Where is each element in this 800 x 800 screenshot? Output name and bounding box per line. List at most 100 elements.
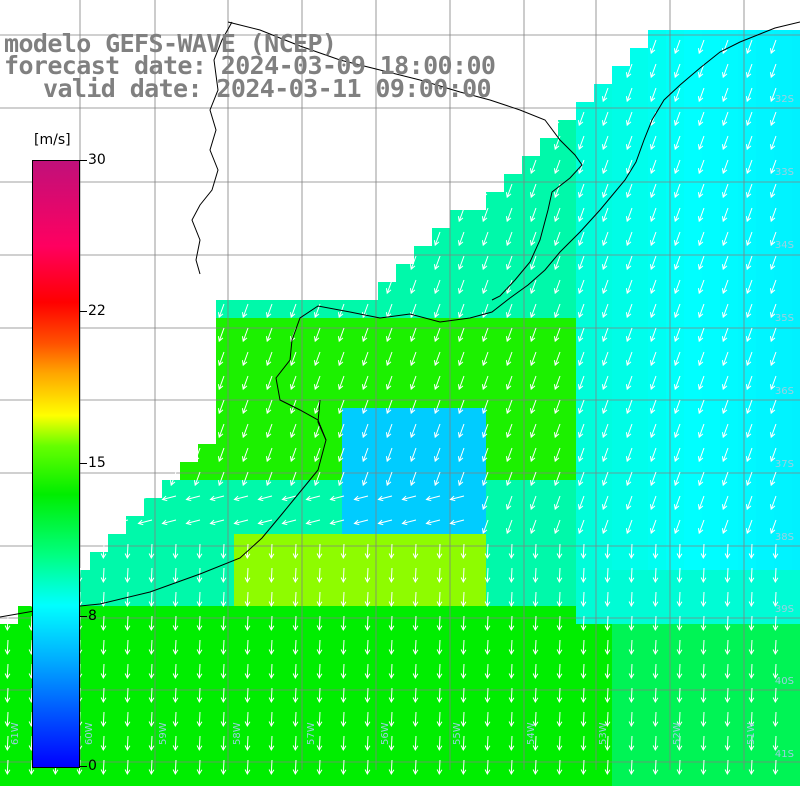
wind-speed-cell [792,480,800,498]
wind-speed-cell [342,480,360,498]
wind-speed-cell [594,678,612,696]
wind-speed-cell [612,84,630,102]
wind-arrow [745,111,753,127]
wind-speed-cell [792,750,800,768]
wind-arrow [172,615,179,632]
wind-speed-cell [774,354,792,372]
longitude-label: 59W [158,722,169,745]
wind-speed-cell [270,300,288,318]
wind-speed-cell [522,192,540,210]
wind-speed-cell [414,660,432,678]
wind-speed-cell [594,336,612,354]
wind-speed-cell [666,264,684,282]
wind-arrow [337,351,345,367]
wind-arrow [601,279,609,295]
wind-arrow [268,759,275,776]
wind-arrow [697,303,705,319]
wind-arrow [769,327,777,343]
wind-arrow [772,759,779,776]
wind-speed-cell [342,462,360,480]
wind-arrow [220,759,227,776]
wind-speed-cell [684,390,702,408]
wind-arrow [385,279,393,295]
wind-arrow [673,327,681,343]
wind-arrow [724,711,731,728]
wind-speed-cell [756,480,774,498]
wind-speed-cell [576,174,594,192]
wind-speed-cell [306,462,324,480]
wind-speed-cell [252,624,270,642]
wind-speed-cell [180,498,198,516]
wind-arrow [244,663,251,680]
wind-speed-cell [540,768,558,786]
wind-arrow [745,207,753,223]
wind-arrow [233,519,249,526]
wind-arrow [244,591,251,608]
wind-speed-cell [270,516,288,534]
wind-speed-cell [612,768,630,786]
wind-speed-cell [504,732,522,750]
wind-arrow [433,399,441,415]
wind-speed-cell [198,678,216,696]
wind-speed-cell [792,606,800,624]
wind-speed-cell [648,750,666,768]
wind-arrow [628,543,635,560]
wind-arrow [697,279,705,295]
wind-speed-cell [324,408,342,426]
wind-speed-cell [540,336,558,354]
wind-arrow [577,135,585,151]
wind-speed-cell [738,102,756,120]
wind-arrow [532,591,539,608]
wind-arrow [337,423,345,439]
wind-speed-cell [414,642,432,660]
wind-arrow [532,759,539,776]
wind-speed-cell [414,264,432,282]
wind-arrow [529,183,537,199]
wind-speed-cell [504,624,522,642]
wind-speed-cell [378,336,396,354]
wind-arrow [193,471,201,487]
wind-speed-cell [396,336,414,354]
wind-arrow [329,519,345,526]
wind-speed-cell [792,300,800,318]
wind-arrow [673,39,681,55]
wind-arrow [769,519,777,535]
wind-speed-cell [558,480,576,498]
wind-speed-cell [180,642,198,660]
wind-speed-cell [396,498,414,516]
wind-speed-cell [270,318,288,336]
wind-arrow [625,447,633,463]
wind-speed-cell [576,102,594,120]
wind-speed-cell [486,768,504,786]
wind-speed-cell [666,174,684,192]
wind-speed-cell [432,498,450,516]
wind-arrow [673,375,681,391]
wind-arrow [676,663,683,680]
wind-arrow [577,327,585,343]
wind-arrow [577,519,585,535]
wind-speed-cell [306,678,324,696]
wind-speed-cell [396,444,414,462]
wind-speed-cell [702,390,720,408]
wind-arrow [580,591,587,608]
longitude-label: 54W [526,722,537,745]
wind-speed-cell [486,552,504,570]
wind-speed-cell [684,192,702,210]
wind-speed-cell [486,642,504,660]
wind-arrow [649,39,657,55]
wind-speed-cell [558,228,576,246]
wind-speed-cell [486,390,504,408]
wind-arrow [340,615,347,632]
wind-speed-cell [756,750,774,768]
wind-speed-cell [576,750,594,768]
wind-speed-cell [216,750,234,768]
wind-speed-cell [144,768,162,786]
wind-speed-cell [576,678,594,696]
wind-arrow [377,519,393,526]
wind-arrow [137,519,153,526]
wind-arrow [425,495,441,502]
wind-arrow [601,159,609,175]
wind-speed-cell [504,588,522,606]
wind-speed-cell [396,606,414,624]
wind-speed-cell [522,264,540,282]
